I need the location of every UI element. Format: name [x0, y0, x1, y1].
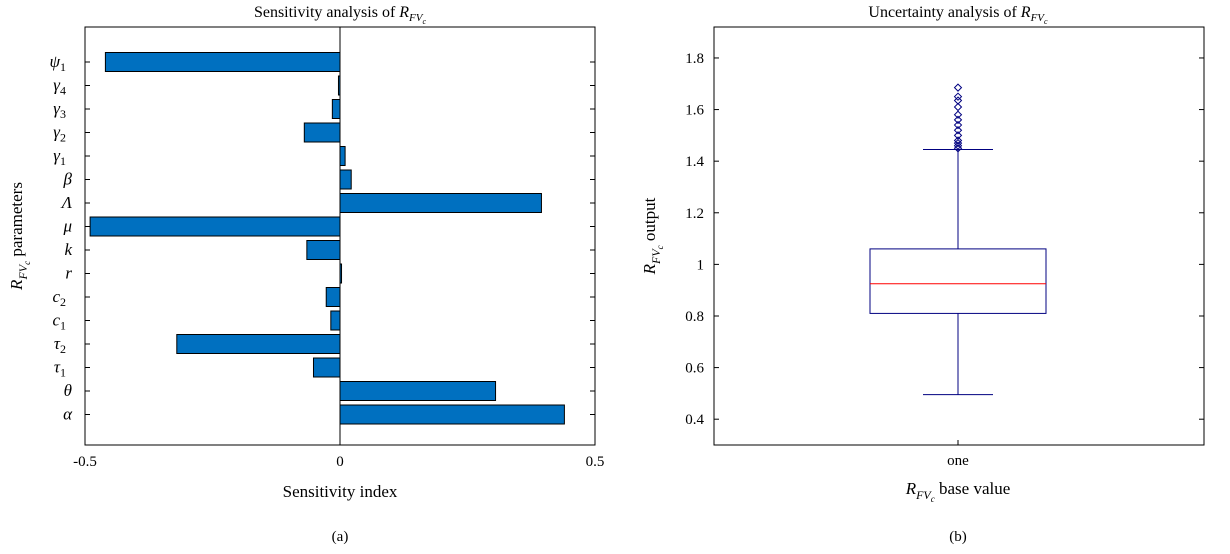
y-tick-label-ψ1: ψ1 — [49, 52, 66, 74]
uncertainty-x-label: RFVc base value — [905, 479, 1011, 504]
sensitivity-bars — [89, 52, 565, 425]
outlier-marker — [953, 141, 963, 150]
outlier-marker — [953, 136, 963, 145]
bar-θ — [339, 381, 497, 401]
x-tick-label: 0 — [336, 454, 344, 470]
y-tick-label-τ1: τ1 — [54, 358, 66, 380]
outlier-marker — [953, 131, 963, 140]
y-tick-label-γ4: γ4 — [53, 76, 66, 98]
x-tick-label: -0.5 — [73, 454, 97, 470]
y-tick-label-γ2: γ2 — [53, 123, 66, 145]
y-tick-label-γ1: γ1 — [53, 146, 66, 168]
bar-τ2 — [176, 334, 341, 354]
uncertainty-plot-frame — [713, 26, 1205, 446]
y-tick-label: 1.8 — [685, 51, 704, 67]
outlier-marker — [953, 110, 963, 119]
y-tick-label-r: r — [65, 264, 72, 283]
outlier-marker — [953, 102, 963, 112]
bar-γ2 — [303, 122, 341, 143]
y-tick-label-α: α — [63, 405, 73, 424]
y-tick-label-c1: c1 — [52, 311, 66, 333]
y-tick-label-β: β — [63, 170, 73, 189]
outlier-marker — [953, 83, 963, 92]
uncertainty-y-label: RFVc output — [640, 197, 665, 275]
x-tick-label-one: one — [947, 453, 969, 469]
y-tick-label-θ: θ — [64, 381, 72, 400]
bar-c2 — [325, 287, 341, 307]
y-tick-label: 0.8 — [685, 309, 704, 325]
box-plot — [869, 83, 1047, 396]
outlier-marker — [953, 115, 963, 125]
y-tick-label: 1 — [697, 257, 705, 273]
bar-ψ1 — [104, 52, 341, 72]
bar-c1 — [330, 310, 341, 331]
y-tick-label: 1.2 — [685, 206, 704, 222]
outlier-marker — [953, 96, 963, 105]
outlier-marker — [953, 126, 963, 135]
uncertainty-panel: Uncertainty analysis of RFVc 0.4 0.6 0.8 1 1… — [640, 4, 1205, 545]
bar-k — [306, 240, 341, 260]
y-tick-label-c2: c2 — [52, 287, 66, 309]
uncertainty-y-ticks: 0.4 0.6 0.8 1 1.2 1.4 1.6 1.8 — [685, 51, 1204, 428]
bar-γ3 — [331, 99, 341, 119]
caption-b: (b) — [949, 529, 967, 545]
y-tick-label: 0.6 — [685, 361, 704, 377]
bar-μ — [89, 216, 341, 237]
y-tick-label: 1.6 — [685, 103, 704, 119]
bar-γ1 — [339, 146, 346, 166]
outlier-marker — [953, 92, 963, 101]
sensitivity-x-label: Sensitivity index — [283, 482, 398, 501]
sensitivity-y-label: RFVc parameters — [7, 182, 32, 291]
sensitivity-panel: Sensitivity analysis of RFVc -0.5 0 0.5 ψ1… — [7, 4, 604, 545]
sensitivity-title: Sensitivity analysis of RFVc — [254, 4, 427, 26]
y-tick-label-Λ: Λ — [60, 193, 73, 212]
outlier-marker — [953, 138, 963, 148]
x-tick-label: 0.5 — [586, 454, 605, 470]
caption-a: (a) — [332, 529, 349, 545]
uncertainty-title: Uncertainty analysis of RFVc — [868, 4, 1048, 26]
y-tick-label-μ: μ — [62, 217, 72, 236]
y-tick-label-γ3: γ3 — [53, 99, 66, 121]
outlier-marker — [953, 120, 963, 130]
y-tick-label: 0.4 — [685, 412, 704, 428]
sensitivity-x-ticks: -0.5 0 0.5 — [73, 440, 604, 470]
bar-α — [339, 404, 565, 425]
bar-β — [339, 169, 352, 190]
bar-τ1 — [312, 357, 341, 378]
bar-Λ — [339, 193, 542, 213]
iqr-box — [869, 248, 1047, 314]
y-tick-label: 1.4 — [685, 154, 704, 170]
y-tick-label-k: k — [64, 240, 72, 259]
y-tick-label-τ2: τ2 — [54, 334, 66, 356]
